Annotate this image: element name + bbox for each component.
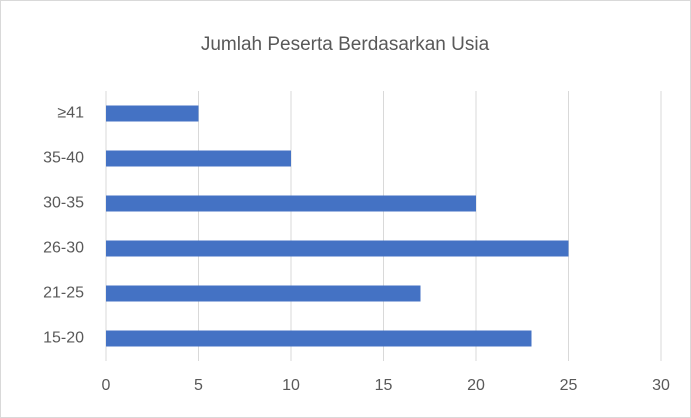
bar [106,195,476,212]
y-tick-label: 35-40 [43,150,84,167]
x-tick-label: 30 [652,377,670,394]
y-tick-label: 26-30 [43,240,84,257]
bar [106,285,421,302]
bar [106,240,569,257]
bar [106,150,291,167]
x-tick-label: 10 [282,377,300,394]
y-tick-label: 21-25 [43,285,84,302]
bar [106,105,199,122]
bar [106,330,532,347]
x-tick-label: 5 [194,377,203,394]
y-tick-label: 15-20 [43,330,84,347]
y-tick-label: 30-35 [43,195,84,212]
x-tick-label: 20 [467,377,485,394]
x-tick-label: 25 [560,377,578,394]
x-tick-label: 0 [102,377,111,394]
x-tick-label: 15 [375,377,393,394]
chart-title: Jumlah Peserta Berdasarkan Usia [201,34,490,55]
y-tick-label: ≥41 [57,105,84,122]
